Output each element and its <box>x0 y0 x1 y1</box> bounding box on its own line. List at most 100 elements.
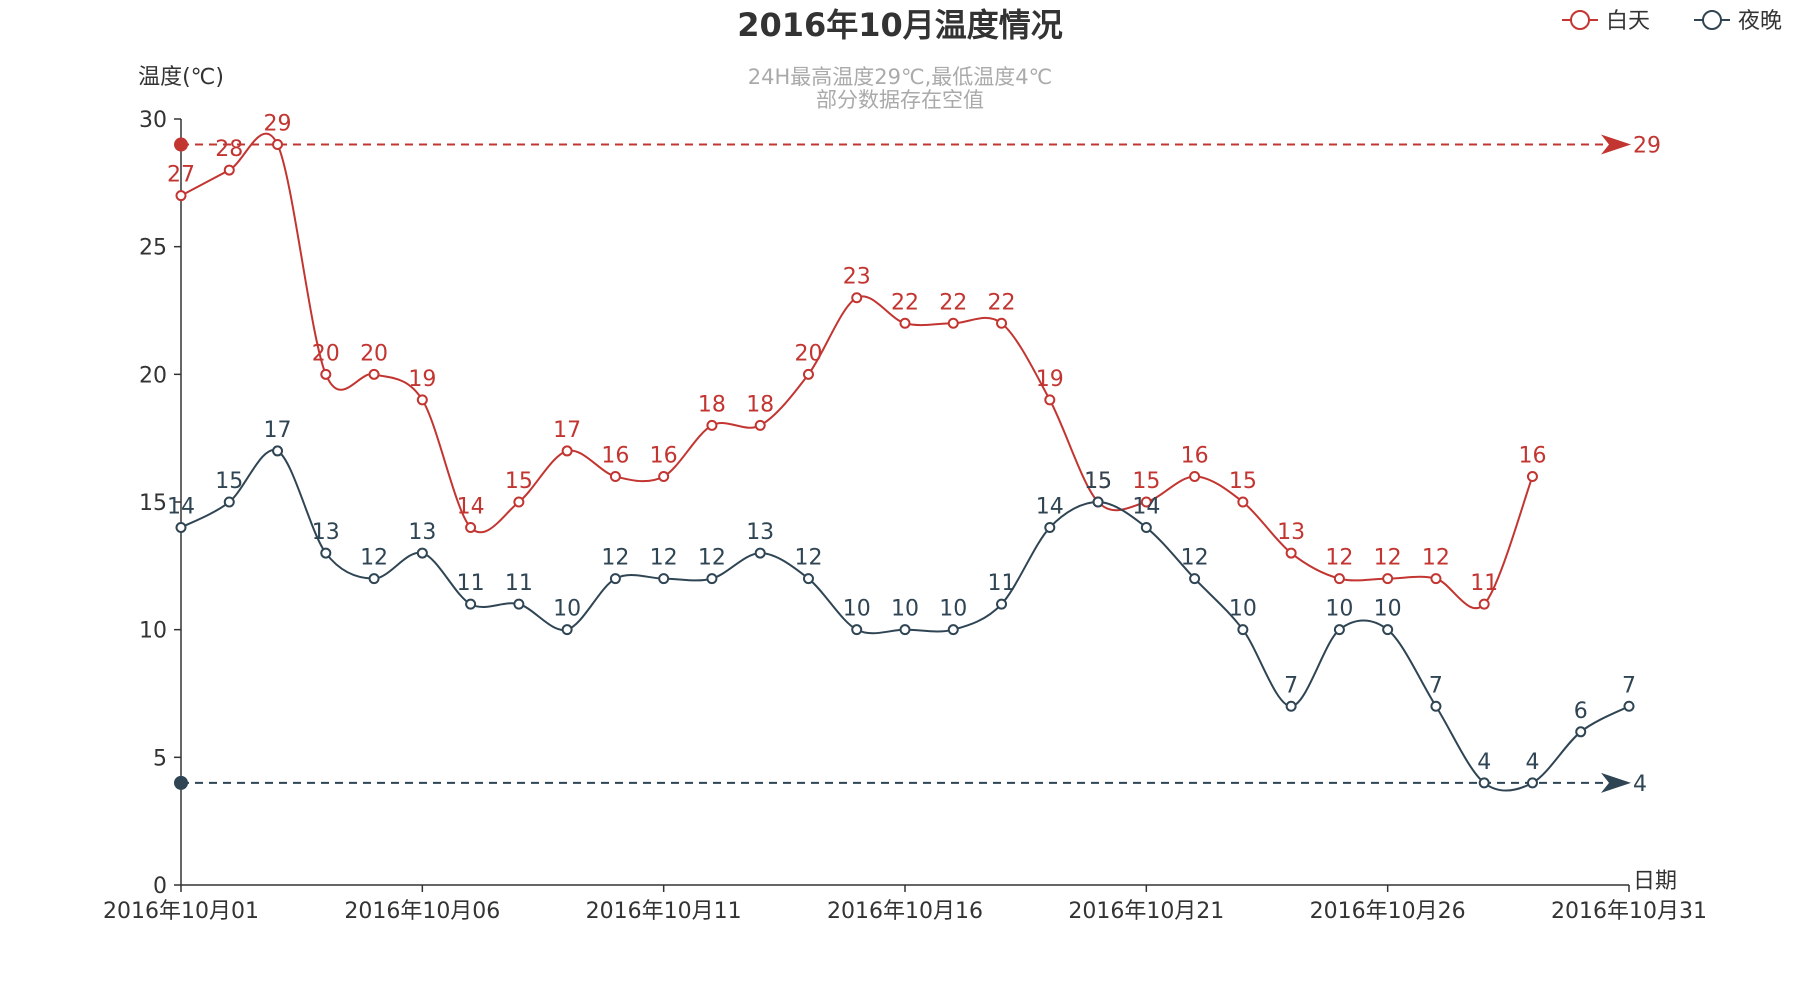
data-label: 14 <box>167 495 195 520</box>
data-label: 16 <box>1518 443 1546 468</box>
data-point <box>1237 624 1249 636</box>
data-point <box>272 445 284 457</box>
data-point <box>802 368 814 380</box>
markline-arrow <box>1601 772 1631 793</box>
data-label: 20 <box>312 341 340 366</box>
data-label: 22 <box>891 290 919 315</box>
data-point <box>368 368 380 380</box>
data-label: 15 <box>505 469 533 494</box>
legend-item-0[interactable]: 白天 <box>1562 9 1650 34</box>
data-point <box>899 317 911 329</box>
y-tick-label: 15 <box>139 491 167 516</box>
data-label: 19 <box>408 367 436 392</box>
data-label: 18 <box>698 392 726 417</box>
data-point <box>513 496 525 508</box>
data-label: 15 <box>1084 469 1112 494</box>
y-tick-label: 10 <box>139 619 167 644</box>
markline-label: 29 <box>1633 134 1661 159</box>
chart-title: 2016年10月温度情况 <box>737 6 1063 44</box>
data-point <box>1140 522 1152 534</box>
y-tick-label: 20 <box>139 363 167 388</box>
data-label: 4 <box>1477 750 1491 775</box>
data-point <box>609 573 621 585</box>
data-label: 13 <box>408 520 436 545</box>
data-point <box>658 573 670 585</box>
data-point <box>368 573 380 585</box>
data-label: 13 <box>312 520 340 545</box>
data-point <box>416 394 428 406</box>
markline-label: 4 <box>1633 772 1647 797</box>
data-label: 16 <box>601 443 629 468</box>
x-tick-label: 2016年10月26 <box>1310 899 1466 924</box>
data-point <box>223 496 235 508</box>
data-point <box>1237 496 1249 508</box>
data-label: 13 <box>1277 520 1305 545</box>
x-tick-label: 2016年10月16 <box>827 899 983 924</box>
data-point <box>1285 547 1297 559</box>
data-point <box>416 547 428 559</box>
data-point <box>706 419 718 431</box>
legend-item-1[interactable]: 夜晚 <box>1694 9 1782 34</box>
data-label: 6 <box>1574 699 1588 724</box>
x-tick-label: 2016年10月06 <box>344 899 500 924</box>
data-point <box>561 624 573 636</box>
data-label: 12 <box>794 546 822 571</box>
data-point <box>1430 573 1442 585</box>
data-point <box>561 445 573 457</box>
legend-marker-icon <box>1702 10 1722 30</box>
data-point <box>513 598 525 610</box>
data-label: 7 <box>1622 673 1636 698</box>
data-point <box>947 624 959 636</box>
data-label: 10 <box>939 597 967 622</box>
data-point <box>658 470 670 482</box>
data-label: 12 <box>360 546 388 571</box>
data-label: 11 <box>457 571 485 596</box>
data-point <box>320 547 332 559</box>
data-label: 10 <box>843 597 871 622</box>
axes: 0 5 10 15 20 25 30 2016年10月01 2016年10月06 2016年10月… <box>103 108 1707 924</box>
data-point <box>1623 700 1635 712</box>
data-label: 22 <box>988 290 1016 315</box>
data-point <box>1044 522 1056 534</box>
data-label: 20 <box>360 341 388 366</box>
data-point <box>996 598 1008 610</box>
data-point <box>947 317 959 329</box>
data-label: 12 <box>1325 546 1353 571</box>
y-tick-label: 0 <box>153 874 167 899</box>
data-label: 17 <box>553 418 581 443</box>
data-label: 14 <box>1132 495 1160 520</box>
data-point <box>851 292 863 304</box>
data-label: 20 <box>794 341 822 366</box>
data-point <box>175 190 187 202</box>
data-point <box>320 368 332 380</box>
data-point <box>1526 777 1538 789</box>
data-point <box>1478 777 1490 789</box>
data-label: 7 <box>1429 673 1443 698</box>
data-point <box>1285 700 1297 712</box>
data-label: 12 <box>1422 546 1450 571</box>
data-label: 10 <box>553 597 581 622</box>
data-point <box>1140 496 1152 508</box>
data-point <box>754 547 766 559</box>
data-point <box>272 139 284 151</box>
data-point <box>465 598 477 610</box>
markline-start-dot <box>174 775 188 790</box>
chart-subtitle-line-1: 24H最高温度29℃,最低温度4℃ <box>748 65 1052 89</box>
x-tick-label: 2016年10月01 <box>103 899 259 924</box>
data-point <box>1575 726 1587 738</box>
data-label: 11 <box>1470 571 1498 596</box>
data-point <box>1333 624 1345 636</box>
x-tick-label: 2016年10月11 <box>586 899 742 924</box>
data-label: 11 <box>988 571 1016 596</box>
data-point <box>1333 573 1345 585</box>
data-label: 10 <box>1325 597 1353 622</box>
data-point <box>1382 573 1394 585</box>
data-point <box>802 573 814 585</box>
data-label: 12 <box>698 546 726 571</box>
legend: 白天 夜晚 <box>1562 9 1782 34</box>
data-label: 11 <box>505 571 533 596</box>
data-label: 15 <box>1084 469 1112 494</box>
data-label: 14 <box>457 495 485 520</box>
data-label: 29 <box>264 112 292 137</box>
data-label: 16 <box>1181 443 1209 468</box>
